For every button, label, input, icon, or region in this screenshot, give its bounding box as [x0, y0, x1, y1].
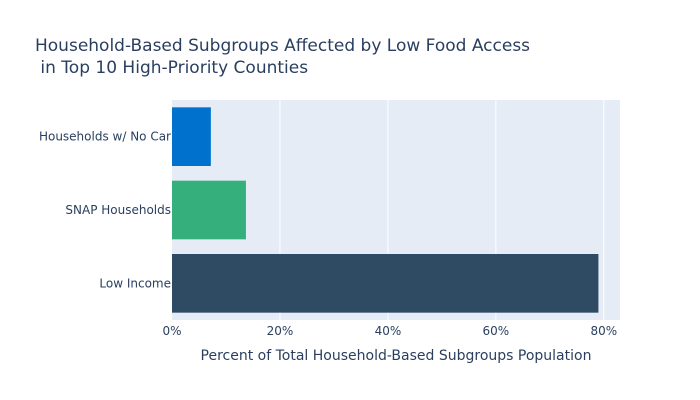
bar-households-w-no-car [172, 107, 211, 166]
y-tick-label: SNAP Households [65, 203, 171, 217]
bar-low-income [172, 254, 599, 313]
chart-title-line-1: Household-Based Subgroups Affected by Lo… [35, 36, 530, 56]
x-axis-title: Percent of Total Household-Based Subgrou… [201, 348, 592, 364]
x-tick-labels: 0% 20% 40% 60% 80% [162, 324, 617, 338]
y-tick-label: Low Income [99, 276, 171, 290]
bar-snap-households [172, 180, 246, 240]
x-tick-label: 40% [375, 324, 402, 338]
y-tick-label: Households w/ No Car [39, 130, 171, 144]
x-tick-label: 20% [267, 324, 294, 338]
y-tick-labels: Households w/ No Car SNAP Households Low I… [39, 130, 171, 291]
bars [172, 107, 599, 313]
x-tick-label: 60% [483, 324, 510, 338]
x-tick-label: 0% [162, 324, 181, 338]
x-tick-label: 80% [590, 324, 617, 338]
chart-title-line-2: in Top 10 High-Priority Counties [35, 58, 308, 78]
